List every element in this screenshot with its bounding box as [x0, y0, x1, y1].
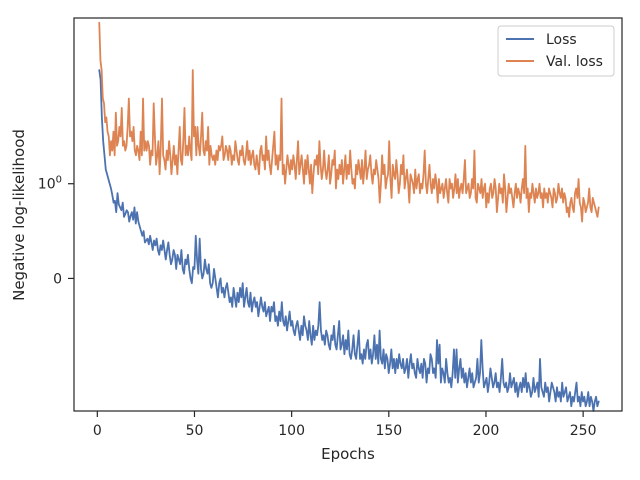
y-axis-label: Negative log-likelihood: [10, 129, 28, 301]
x-tick-label: 100: [278, 423, 305, 439]
x-tick-label: 50: [186, 423, 204, 439]
x-axis-label: Epochs: [321, 445, 375, 463]
series-line-loss: [98, 69, 600, 412]
legend: Loss Val. loss: [497, 25, 615, 77]
x-tick-label: 250: [570, 423, 597, 439]
x-tick-label: 150: [375, 423, 402, 439]
x-tick-label: 0: [93, 423, 102, 439]
y-tick-label: 0: [53, 271, 62, 287]
legend-label-val-loss: Val. loss: [546, 54, 603, 70]
series-line-val-loss: [98, 21, 600, 223]
legend-label-loss: Loss: [546, 32, 577, 48]
x-tick-label: 200: [473, 423, 500, 439]
plot-frame: [73, 17, 623, 412]
series-layer: [98, 21, 600, 412]
